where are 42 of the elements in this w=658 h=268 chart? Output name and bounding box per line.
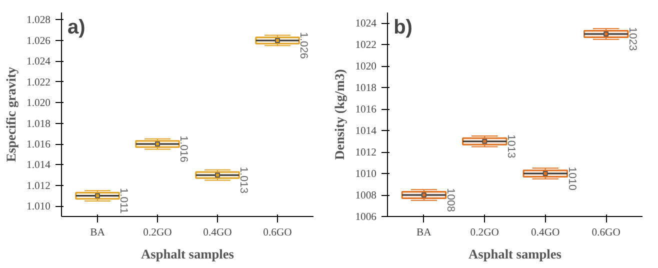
annotation: 1.016 — [178, 136, 190, 162]
y-tick-label: 1.028 — [26, 15, 51, 26]
y-tick-label: 1.026 — [26, 36, 52, 47]
y-axis-title: Especific gravity — [4, 66, 19, 162]
y-tick-label: 1.018 — [26, 118, 51, 130]
y-tick-label: 1008 — [355, 190, 376, 202]
y-tick-label: 1.014 — [26, 160, 52, 172]
y-tick-label: 1.016 — [26, 140, 52, 151]
y-tick-label: 1.024 — [26, 56, 52, 68]
y-tick-label: 1.010 — [26, 202, 51, 213]
y-tick-label: 1022 — [355, 40, 376, 52]
annotation: 1.026 — [298, 32, 310, 59]
x-tick-label: BA — [416, 228, 432, 238]
x-tick-label: 0.2GO — [143, 228, 172, 238]
y-tick-label: 1016 — [355, 104, 378, 116]
y-tick-label: 1012 — [355, 148, 376, 159]
y-tick-label: 1010 — [355, 169, 376, 180]
y-tick-label: 1006 — [355, 212, 378, 223]
y-tick-label: 1.022 — [26, 77, 51, 88]
chart-title: a) — [68, 16, 86, 38]
annotation: 1.011 — [118, 188, 130, 214]
y-tick-label: 1018 — [355, 83, 376, 94]
y-tick-label: 1.020 — [26, 98, 51, 110]
x-tick-label: 0.2GO — [470, 228, 500, 238]
chart-title: b) — [394, 16, 412, 38]
y-tick-label: 1014 — [355, 126, 378, 138]
annotation: 1023 — [626, 27, 639, 51]
x-tick-label: 0.6GO — [263, 228, 292, 238]
x-tick-label: 0.6GO — [592, 228, 621, 238]
annotation: 1.013 — [238, 166, 250, 194]
annotation: 1008 — [444, 188, 456, 212]
y-axis-title: Density (kg/m3) — [332, 69, 348, 160]
y-tick-label: 1.012 — [26, 180, 51, 192]
x-tick-label: 0.4GO — [531, 228, 560, 238]
y-tick-label: 1024 — [355, 18, 378, 30]
annotation: 1013 — [505, 134, 518, 158]
x-axis-title: Asphalt samples — [141, 246, 234, 262]
x-tick-label: BA — [90, 228, 106, 238]
annotation: 1010 — [566, 166, 578, 190]
x-axis-title: Asphalt samples — [468, 246, 562, 262]
y-tick-label: 1020 — [355, 62, 376, 73]
x-tick-label: 0.4GO — [203, 228, 232, 238]
